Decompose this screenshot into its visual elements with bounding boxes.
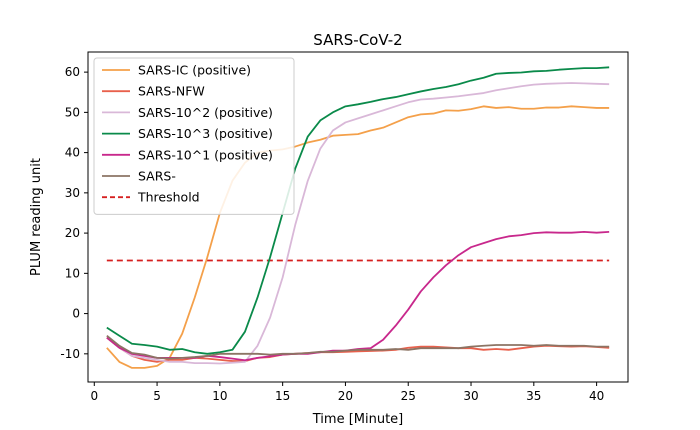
legend-box [93, 57, 295, 215]
x-tick-label: 10 [212, 389, 227, 403]
legend-label: SARS-IC (positive) [138, 63, 251, 78]
chart-title: SARS-CoV-2 [313, 31, 402, 49]
y-tick-label: 10 [65, 266, 80, 280]
legend-label: SARS-10^1 (positive) [138, 147, 273, 162]
series-line-4 [106, 66, 610, 355]
y-tick-label: -10 [60, 347, 80, 361]
plot-area [106, 66, 610, 369]
y-axis-label: PLUM reading unit [29, 158, 44, 276]
y-tick-label: 40 [65, 146, 80, 160]
x-tick-label: 35 [526, 389, 541, 403]
x-tick-label: 30 [463, 389, 478, 403]
series-line-6 [106, 335, 610, 360]
y-tick-label: 20 [65, 226, 80, 240]
y-tick-label: 60 [65, 65, 80, 79]
y-tick-label: 0 [72, 307, 80, 321]
legend-label: SARS-10^3 (positive) [138, 126, 273, 141]
y-tick-label: 50 [65, 105, 80, 119]
x-tick-label: 40 [589, 389, 604, 403]
legend-label: SARS-10^2 (positive) [138, 105, 273, 120]
x-tick-label: 5 [153, 389, 161, 403]
series-line-3 [106, 82, 610, 365]
legend: SARS-IC (positive) SARS-NFW SARS-10^2 (pos… [93, 57, 295, 215]
x-tick-label: 25 [401, 389, 416, 403]
legend-label: Threshold [137, 190, 200, 205]
series-line-1 [106, 105, 610, 369]
x-axis-label: Time [Minute] [312, 412, 404, 427]
x-tick-label: 15 [275, 389, 290, 403]
legend-label: SARS- [138, 169, 176, 184]
y-tick-label: 30 [65, 186, 80, 200]
legend-label: SARS-NFW [138, 84, 205, 99]
x-tick-label: 20 [338, 389, 353, 403]
x-axis: 0 5 10 15 20 25 30 35 40 [90, 382, 604, 403]
y-axis: -10 0 10 20 30 40 50 60 [60, 65, 88, 361]
x-tick-label: 0 [90, 389, 98, 403]
plot-frame [87, 51, 629, 383]
